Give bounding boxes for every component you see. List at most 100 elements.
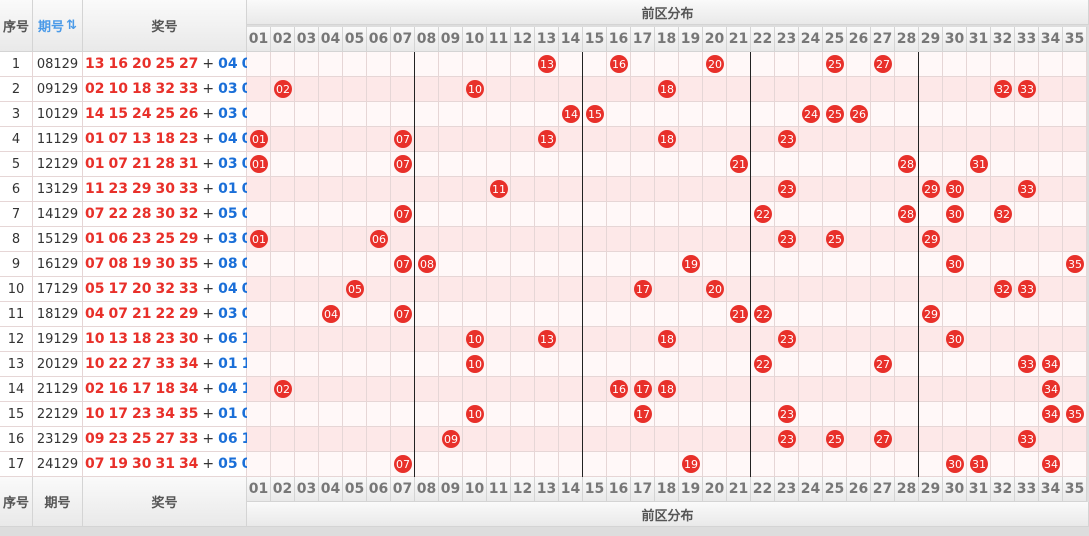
column-number: 34 [1039,477,1063,502]
grid-cell [655,152,679,177]
drawn-ball: 31 [970,455,988,473]
grid-cell [607,227,631,252]
drawn-ball: 20 [706,55,724,73]
grid-cell [847,377,871,402]
grid-cell [295,252,319,277]
grid-cell [991,227,1015,252]
grid-cell [799,152,823,177]
grid-cell [751,177,775,202]
grid-cell [655,102,679,127]
grid-cell [295,102,319,127]
grid-cell [679,402,703,427]
front-number: 18 [131,81,152,97]
grid-cell [703,77,727,102]
group-divider [414,52,415,477]
seq: 13 [0,352,33,377]
grid-cell [535,152,559,177]
grid-cell [823,277,847,302]
front-number: 27 [131,356,152,372]
drawn-ball: 20 [706,280,724,298]
grid-cell [415,227,439,252]
drawn-ball: 13 [538,330,556,348]
issue: 12129 [33,152,83,177]
column-number: 11 [487,27,511,52]
grid-cell [367,52,391,77]
front-number: 25 [155,56,175,72]
front-number: 01 [85,156,105,172]
group-divider [750,52,751,477]
grid-cell [583,327,607,352]
separator: + [202,56,215,72]
grid-cell [847,77,871,102]
grid-cell [391,52,415,77]
column-number: 35 [1063,477,1087,502]
issue-label: 期号 [38,20,65,35]
grid-cell [463,127,487,152]
grid-cell [439,252,463,277]
grid-cell [727,127,751,152]
issue-header[interactable]: 期号 ⇅ [33,0,83,52]
grid-cell [583,352,607,377]
column-number: 17 [631,27,655,52]
column-number: 23 [775,477,799,502]
grid-cell [463,302,487,327]
grid-cell [343,452,367,477]
grid-cell [1063,152,1087,177]
back-number: 03 [218,81,238,97]
grid-cell [535,202,559,227]
front-number: 07 [85,256,105,272]
grid-cell [1039,177,1063,202]
grid-cell [943,102,967,127]
column-number: 07 [391,27,415,52]
column-number: 22 [751,477,775,502]
grid-cell [847,277,871,302]
grid-cell [871,77,895,102]
grid-cell [799,402,823,427]
grid-cell [319,252,343,277]
grid-cell [247,252,271,277]
drawn-ball: 28 [898,155,916,173]
grid-cell [727,227,751,252]
grid-cell [847,202,871,227]
drawn-ball: 07 [394,205,412,223]
front-number: 30 [155,206,175,222]
column-number: 08 [415,477,439,502]
grid-cell [559,77,583,102]
grid-cell [727,102,751,127]
column-number: 11 [487,477,511,502]
grid-cell [991,252,1015,277]
grid-cell [439,102,463,127]
grid-cell [703,427,727,452]
drawn-ball: 25 [826,430,844,448]
drawn-ball: 07 [394,455,412,473]
grid-cell [847,52,871,77]
grid-cell [655,277,679,302]
grid-cell [247,77,271,102]
grid-cell [391,77,415,102]
grid-cell [343,427,367,452]
grid-cell [775,152,799,177]
front-number: 10 [85,331,105,347]
grid-cell [1039,102,1063,127]
drawn-ball: 22 [754,355,772,373]
front-number: 23 [108,431,128,447]
grid-cell [1015,302,1039,327]
grid-cell [967,202,991,227]
column-number: 24 [799,477,823,502]
drawn-ball: 05 [346,280,364,298]
grid-cell [1063,327,1087,352]
grid-cell [415,77,439,102]
seq: 3 [0,102,33,127]
grid-cell [319,377,343,402]
drawn-ball: 31 [970,155,988,173]
column-number: 05 [343,477,367,502]
grid-cell [847,127,871,152]
grid-cell [271,427,295,452]
grid-cell [343,327,367,352]
front-number: 15 [108,106,128,122]
